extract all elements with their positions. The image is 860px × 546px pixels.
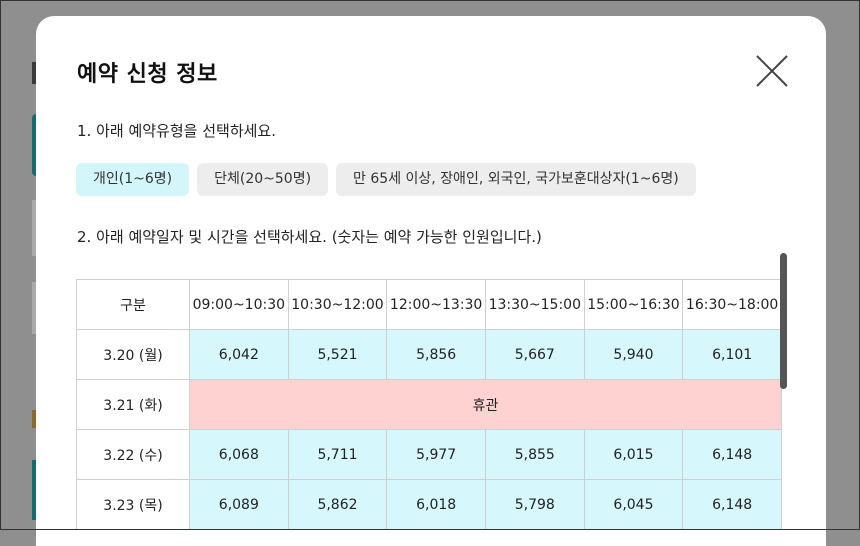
header-category: 구분 bbox=[76, 279, 190, 330]
table-row: 3.21 (화) 휴관 bbox=[76, 379, 782, 430]
header-slot: 09:00~10:30 bbox=[189, 279, 289, 330]
row-date: 3.22 (수) bbox=[76, 429, 190, 480]
background-icon bbox=[32, 410, 38, 428]
slot-cell[interactable]: 5,711 bbox=[287, 429, 388, 480]
reservation-modal: 예약 신청 정보 1. 아래 예약유형을 선택하세요. 개인(1~6명) 단체(… bbox=[36, 16, 826, 546]
header-slot: 16:30~18:00 bbox=[682, 279, 782, 330]
slot-cell[interactable]: 6,148 bbox=[682, 479, 782, 530]
modal-title: 예약 신청 정보 bbox=[77, 62, 218, 87]
header-slot: 13:30~15:00 bbox=[484, 279, 585, 330]
slot-cell[interactable]: 5,521 bbox=[287, 329, 388, 380]
slot-cell[interactable]: 5,667 bbox=[484, 329, 585, 380]
type-group-button[interactable]: 단체(20~50명) bbox=[197, 163, 329, 196]
schedule-table: 구분 09:00~10:30 10:30~12:00 12:00~13:30 1… bbox=[76, 279, 782, 530]
background-button bbox=[32, 114, 38, 176]
slot-cell[interactable]: 5,940 bbox=[583, 329, 684, 380]
step2-instruction: 2. 아래 예약일자 및 시간을 선택하세요. (숫자는 예약 가능한 인원입니… bbox=[77, 228, 542, 246]
closed-cell: 휴관 bbox=[189, 379, 782, 430]
slot-cell[interactable]: 5,798 bbox=[484, 479, 585, 530]
schedule-table-container: 구분 09:00~10:30 10:30~12:00 12:00~13:30 1… bbox=[76, 279, 782, 546]
slot-cell[interactable]: 5,855 bbox=[484, 429, 585, 480]
background-button bbox=[32, 460, 38, 520]
table-row: 3.22 (수) 6,068 5,711 5,977 5,855 6,015 6… bbox=[76, 429, 782, 480]
slot-cell[interactable]: 6,148 bbox=[682, 429, 782, 480]
table-header-row: 구분 09:00~10:30 10:30~12:00 12:00~13:30 1… bbox=[76, 279, 782, 330]
type-special-button[interactable]: 만 65세 이상, 장애인, 외국인, 국가보훈대상자(1~6명) bbox=[336, 163, 696, 196]
step1-instruction: 1. 아래 예약유형을 선택하세요. bbox=[77, 122, 276, 140]
slot-cell[interactable]: 6,068 bbox=[189, 429, 289, 480]
slot-cell[interactable]: 6,042 bbox=[189, 329, 289, 380]
slot-cell[interactable]: 6,101 bbox=[682, 329, 782, 380]
reservation-type-group: 개인(1~6명) 단체(20~50명) 만 65세 이상, 장애인, 외국인, … bbox=[76, 163, 696, 196]
slot-cell[interactable]: 5,977 bbox=[386, 429, 486, 480]
background-panel bbox=[32, 200, 38, 256]
slot-cell[interactable]: 5,856 bbox=[386, 329, 486, 380]
header-slot: 12:00~13:30 bbox=[386, 279, 486, 330]
row-date: 3.20 (월) bbox=[76, 329, 190, 380]
row-date: 3.21 (화) bbox=[76, 379, 190, 430]
header-slot: 15:00~16:30 bbox=[583, 279, 684, 330]
type-individual-button[interactable]: 개인(1~6명) bbox=[76, 163, 190, 196]
modal-scrollbar[interactable] bbox=[780, 253, 787, 389]
slot-cell[interactable]: 6,015 bbox=[583, 429, 684, 480]
slot-cell[interactable]: 6,089 bbox=[189, 479, 289, 530]
slot-cell[interactable]: 6,018 bbox=[386, 479, 486, 530]
close-icon bbox=[756, 55, 788, 87]
row-date: 3.23 (목) bbox=[76, 479, 190, 530]
slot-cell[interactable]: 5,862 bbox=[287, 479, 388, 530]
background-panel bbox=[32, 282, 38, 334]
background-heading bbox=[32, 62, 38, 84]
close-button[interactable] bbox=[755, 54, 789, 88]
table-row: 3.23 (목) 6,089 5,862 6,018 5,798 6,045 6… bbox=[76, 479, 782, 530]
header-slot: 10:30~12:00 bbox=[287, 279, 388, 330]
table-row: 3.20 (월) 6,042 5,521 5,856 5,667 5,940 6… bbox=[76, 329, 782, 380]
slot-cell[interactable]: 6,045 bbox=[583, 479, 684, 530]
